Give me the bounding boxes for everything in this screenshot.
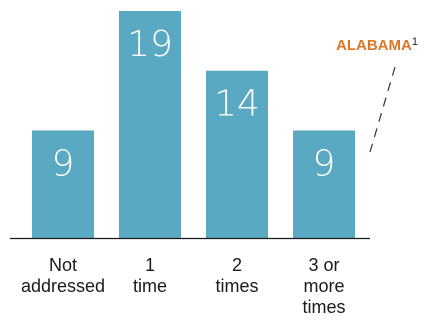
category-label: 1 — [145, 255, 155, 275]
annotation-label: ALABAMA1 — [336, 36, 418, 54]
bar — [119, 11, 181, 238]
annotation-leader-line — [369, 66, 396, 153]
bars-group — [32, 11, 355, 238]
category-label: 2 — [232, 255, 242, 275]
category-label: times — [302, 297, 345, 317]
bar-value-label: 14 — [214, 84, 260, 125]
annotation-text: ALABAMA — [336, 37, 412, 54]
category-label: time — [133, 276, 167, 296]
bar — [32, 130, 94, 238]
category-label: 3 or — [308, 255, 339, 275]
category-label: addressed — [21, 276, 105, 296]
annotation-superscript: 1 — [412, 36, 418, 48]
category-label: Not — [49, 255, 77, 275]
bar-value-label: 9 — [313, 143, 336, 184]
bar-value-label: 9 — [52, 143, 75, 184]
value-labels-group: 9 19 14 9 — [52, 24, 336, 184]
bar — [206, 70, 268, 238]
category-label: more — [303, 276, 344, 296]
category-label: times — [215, 276, 258, 296]
bar — [293, 130, 355, 238]
bar-value-label: 19 — [127, 24, 173, 65]
